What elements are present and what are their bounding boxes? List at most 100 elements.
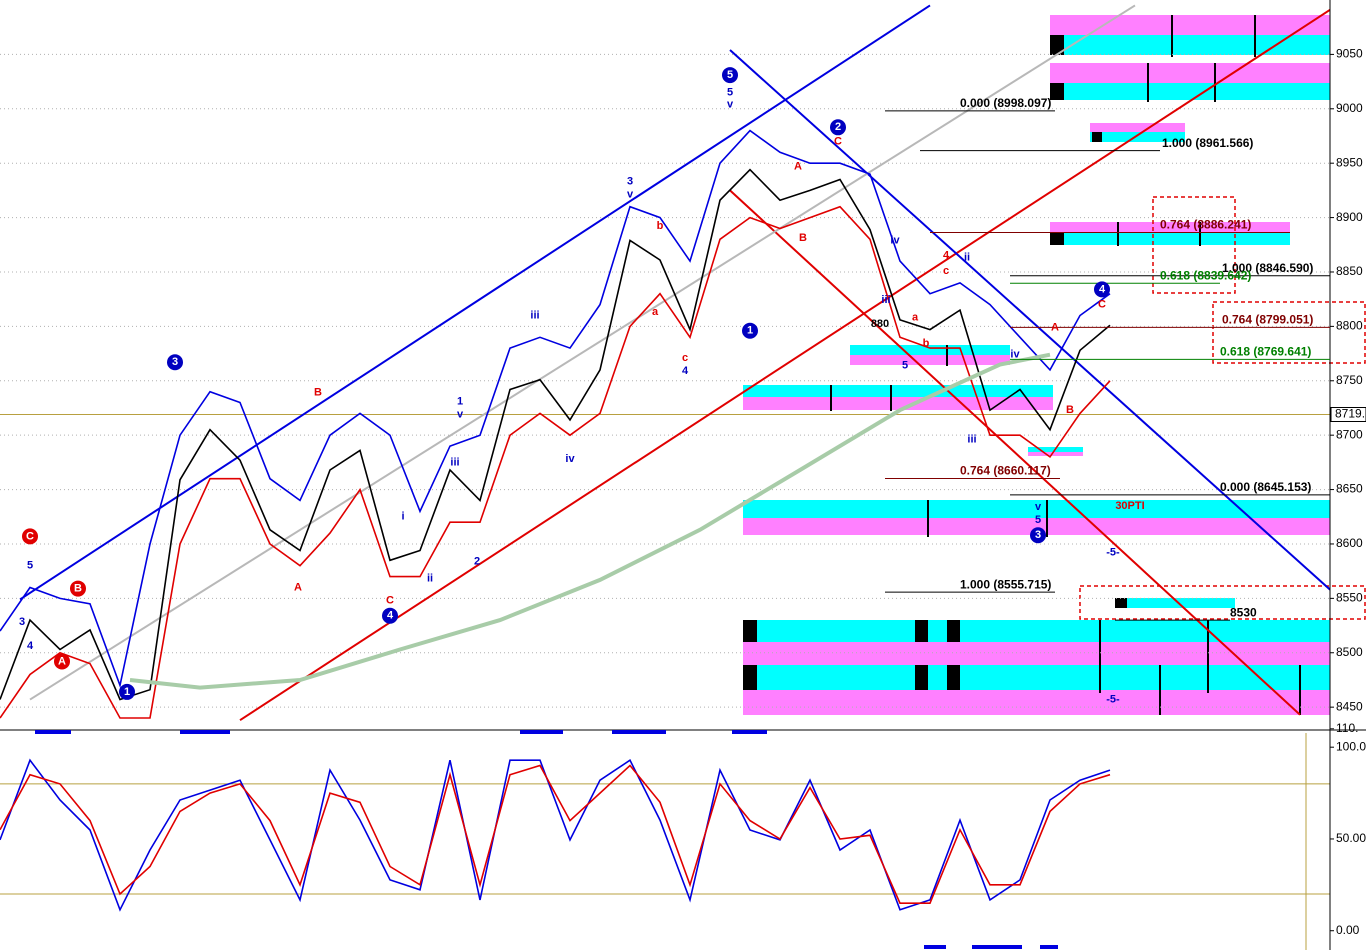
wave-label: v [727, 98, 734, 110]
wave-circle [54, 653, 70, 670]
wave-label: 3 [19, 616, 25, 628]
series-line [129, 352, 1051, 690]
wave-label: 880 [871, 318, 889, 330]
time-boxes [743, 15, 1366, 715]
fib-label: 0.764 (8799.051) [1222, 313, 1313, 327]
wave-label: 5 [727, 69, 733, 81]
wave-label: 5 [1035, 514, 1041, 526]
fib-label: 1.000 (8846.590) [1222, 261, 1313, 275]
y-tick-label: 9050 [1336, 47, 1363, 61]
y-tick-label: 8500 [1336, 645, 1363, 659]
y-tick-label: 8900 [1336, 210, 1363, 224]
wave-label: B [74, 582, 82, 594]
trend-line [729, 189, 1301, 716]
wave-label: iii [530, 309, 539, 321]
series-line [0, 758, 1111, 912]
wave-label: -5- [1106, 693, 1120, 705]
fib-label: 8530 [1230, 605, 1257, 619]
stochastic-panel [0, 758, 1330, 912]
trend-line [19, 4, 931, 601]
wave-label: c [943, 265, 949, 277]
fib-label: 0.764 (8886.241) [1160, 218, 1251, 232]
trend-line [729, 49, 1330, 591]
series-line [0, 129, 1111, 689]
wave-label: B [314, 387, 322, 399]
y-tick-label: 8600 [1336, 536, 1363, 550]
wave-label: 3 [627, 176, 633, 188]
wave-label: a [912, 312, 919, 324]
wave-label: C [834, 135, 842, 147]
wave-label: -5- [1106, 547, 1120, 559]
wave-label: 4 [943, 250, 950, 262]
y-tick-label: 8700 [1336, 427, 1363, 441]
wave-label: 4 [387, 610, 394, 622]
wave-label: A [58, 655, 66, 667]
wave-label: iv [890, 234, 900, 246]
wave-label: b [923, 338, 930, 350]
wave-label: c [682, 352, 688, 364]
wave-label: 1 [457, 395, 463, 407]
trend-line [29, 4, 1136, 701]
wave-label: 4 [682, 365, 689, 377]
wave-label: iv [1010, 349, 1020, 361]
wave-label: 3 [172, 356, 178, 368]
fib-label: 0.764 (8660.117) [960, 464, 1051, 478]
y-tick-label: 8850 [1336, 264, 1363, 278]
wave-label: 1 [747, 325, 753, 337]
wave-label: ii [964, 252, 970, 264]
wave-label: a [652, 306, 659, 318]
wave-label: A [1051, 321, 1059, 333]
wave-circle [119, 683, 135, 700]
wave-circle [1094, 281, 1110, 298]
wave-label: v [457, 408, 464, 420]
wave-label: 1 [124, 686, 130, 698]
y-tick-label: 9000 [1336, 101, 1363, 115]
wave-circle [830, 119, 846, 136]
y-tick-label: 0.00 [1336, 923, 1360, 937]
wave-label: B [799, 232, 807, 244]
fib-label: 1.000 (8961.566) [1162, 136, 1253, 150]
wave-label: C [1098, 299, 1106, 311]
wave-label: 30PTI [1115, 500, 1144, 512]
wave-label: 5 [727, 86, 733, 98]
wave-label: b [657, 220, 664, 232]
y-tick-label: 8450 [1336, 699, 1363, 713]
annotations: 0.000 (8998.097) 1.000 (8961.566) 0.764 (8… [19, 67, 1330, 705]
wave-label: C [26, 530, 34, 542]
price-marker-label: 8719. [1335, 407, 1365, 421]
fib-label: 0.618 (8769.641) [1220, 345, 1311, 359]
wave-label: iii [967, 433, 976, 445]
price-marker [1330, 407, 1366, 423]
y-tick-label: 100.0 [1336, 739, 1366, 753]
y-tick-label: 8650 [1336, 482, 1363, 496]
wave-label: 2 [474, 555, 480, 567]
wave-circle [22, 528, 38, 545]
wave-label: A [294, 581, 302, 593]
wave-label: v [1035, 501, 1042, 513]
wave-label: v [627, 189, 634, 201]
wave-label: iv [565, 453, 575, 465]
series-line [0, 764, 1111, 904]
wave-circle [1030, 527, 1046, 544]
wave-circle [722, 67, 738, 84]
wave-label: 4 [1099, 283, 1106, 295]
wave-label: 4 [27, 640, 34, 652]
wave-label: C [386, 594, 394, 606]
fib-label: 0.618 (8839.642) [1160, 268, 1251, 282]
wave-label: ii [427, 573, 433, 585]
wave-circle [382, 607, 398, 624]
wave-label: 5 [902, 359, 908, 371]
fib-label: 0.000 (8645.153) [1220, 480, 1311, 494]
y-tick-label: 8800 [1336, 319, 1363, 333]
y-tick-label: 110. [1336, 721, 1358, 735]
wave-label: A [794, 160, 802, 172]
series-line [0, 205, 1111, 719]
wave-label: iii [450, 456, 459, 468]
wave-label: 2 [835, 121, 841, 133]
fib-label: 0.000 (8998.097) [960, 96, 1051, 110]
y-tick-label: 8950 [1336, 155, 1363, 169]
